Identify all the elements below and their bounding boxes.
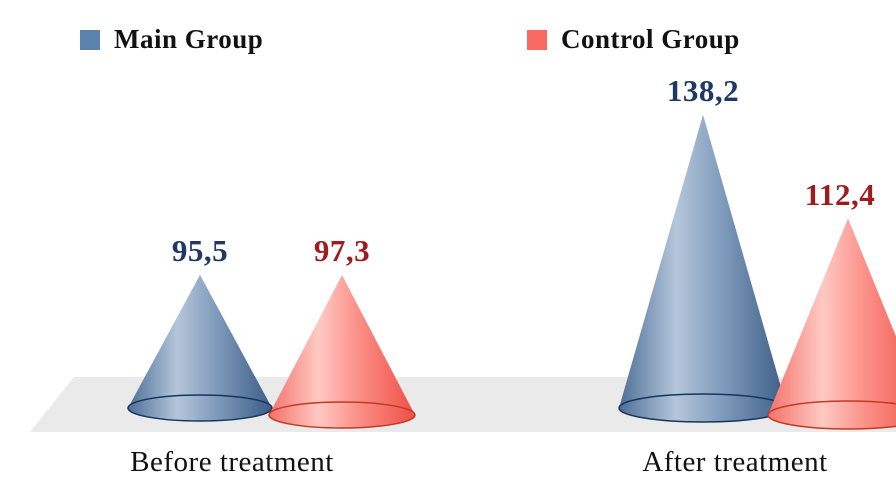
cone-base-control-group-0 — [268, 401, 416, 429]
cone-base-main-group-0 — [127, 394, 273, 422]
cone-control-group-1 — [768, 218, 896, 415]
cone-main-group-0 — [128, 274, 272, 408]
legend-item-main-group: Main Group — [80, 24, 263, 55]
legend-label-control-group: Control Group — [561, 24, 740, 54]
legend-item-control-group: Control Group — [527, 24, 740, 55]
cone-main-group-1 — [619, 114, 787, 408]
value-label: 95,5 — [171, 232, 229, 268]
category-label-after-treatment: After treatment — [642, 446, 828, 478]
cone-control-group-0 — [269, 275, 415, 415]
cone-base-main-group-1 — [618, 393, 788, 423]
category-label-before-treatment: Before treatment — [130, 446, 334, 478]
value-label: 138,2 — [666, 72, 740, 108]
cone-base-control-group-1 — [767, 400, 896, 430]
value-label: 112,4 — [804, 176, 876, 212]
legend-swatch-control-group — [527, 29, 547, 50]
legend-swatch-main-group — [80, 29, 100, 50]
value-label: 97,3 — [313, 233, 371, 269]
legend: Main Group Control Group — [0, 0, 896, 60]
legend-label-main-group: Main Group — [114, 24, 264, 54]
